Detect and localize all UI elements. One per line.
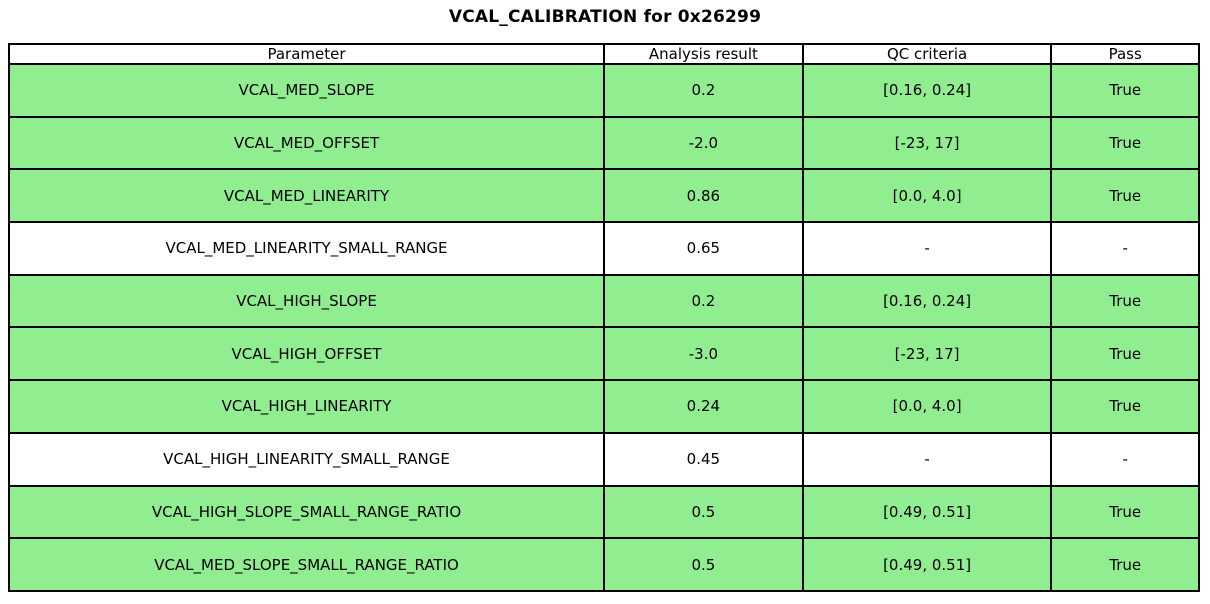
header-cell: Pass: [1050, 43, 1200, 65]
table-row: VCAL_HIGH_LINEARITY_SMALL_RANGE 0.45- -: [7, 431, 1200, 487]
table-cell: True: [1050, 379, 1200, 434]
table-cell: 0.86: [603, 168, 804, 224]
header-cell: Analysis result: [603, 43, 804, 65]
table-cell: 0.65: [603, 221, 804, 276]
table-cell: -: [801, 431, 1053, 487]
table-cell: -: [1050, 431, 1200, 487]
table-cell: VCAL_HIGH_SLOPE_SMALL_RANGE_RATIO: [7, 484, 606, 540]
table-cell: [0.16, 0.24]: [801, 273, 1053, 329]
table-cell: 0.24: [603, 379, 804, 434]
table-cell: VCAL_MED_LINEARITY: [7, 168, 606, 224]
table-cell: [-23, 17]: [801, 115, 1053, 171]
table-cell: 0.5: [603, 484, 804, 540]
table-row: VCAL_MED_SLOPE 0.2 [0.16, 0.24] True: [7, 63, 1200, 118]
page-title: VCAL_CALIBRATION for 0x26299: [448, 7, 762, 27]
table-row: VCAL_HIGH_LINEARITY 0.24 [0.0, 4.0] True: [7, 379, 1200, 434]
table-cell: True: [1050, 168, 1200, 224]
table-cell: True: [1050, 115, 1200, 171]
table-cell: VCAL_HIGH_LINEARITY: [7, 379, 606, 434]
table-cell: -: [1050, 221, 1200, 276]
table-cell: VCAL_MED_LINEARITY_SMALL_RANGE: [7, 221, 606, 276]
table-cell: [0.0, 4.0]: [801, 168, 1053, 224]
table-cell: -: [801, 221, 1053, 276]
table-cell: [0.0, 4.0]: [801, 379, 1053, 434]
table-cell: True: [1050, 326, 1200, 382]
table-cell: VCAL_MED_SLOPE: [7, 63, 606, 118]
table-cell: [0.49, 0.51]: [801, 537, 1053, 592]
table-row: VCAL_HIGH_SLOPE_SMALL_RANGE_RATIO 0.5 [0.4…: [7, 484, 1200, 540]
table-cell: -2.0: [603, 115, 804, 171]
table-cell: [0.49, 0.51]: [801, 484, 1053, 540]
table-cell: VCAL_HIGH_LINEARITY_SMALL_RANGE: [7, 431, 606, 487]
table-body: VCAL_MED_SLOPE 0.2 [0.16, 0.24] True VCAL_ME…: [7, 63, 1200, 592]
table-cell: VCAL_MED_SLOPE_SMALL_RANGE_RATIO: [7, 537, 606, 592]
table-cell: [0.16, 0.24]: [801, 63, 1053, 118]
table-cell: VCAL_HIGH_SLOPE: [7, 273, 606, 329]
table-cell: VCAL_HIGH_OFFSET: [7, 326, 606, 382]
table-cell: True: [1050, 484, 1200, 540]
qc-table: Parameter Analysis result QC criteria Pass …: [7, 43, 1200, 592]
table-row: VCAL_HIGH_OFFSET -3.0 [-23, 17] True: [7, 326, 1200, 382]
table-row: VCAL_MED_LINEARITY 0.86 [0.0, 4.0] True: [7, 168, 1200, 224]
header-cell: QC criteria: [801, 43, 1053, 65]
table-cell: 0.2: [603, 63, 804, 118]
table-cell: [-23, 17]: [801, 326, 1053, 382]
header-cell: Parameter: [7, 43, 606, 65]
table-row: VCAL_MED_OFFSET -2.0 [-23, 17] True: [7, 115, 1200, 171]
table-cell: True: [1050, 63, 1200, 118]
table-header-row: Parameter Analysis result QC criteria Pass: [7, 43, 1200, 65]
table-cell: 0.5: [603, 537, 804, 592]
table-cell: VCAL_MED_OFFSET: [7, 115, 606, 171]
table-row: VCAL_HIGH_SLOPE 0.2 [0.16, 0.24] True: [7, 273, 1200, 329]
table-cell: 0.2: [603, 273, 804, 329]
table-row: VCAL_MED_LINEARITY_SMALL_RANGE 0.65- -: [7, 221, 1200, 276]
table-cell: -3.0: [603, 326, 804, 382]
table-cell: 0.45: [603, 431, 804, 487]
table-cell: True: [1050, 537, 1200, 592]
table-row: VCAL_MED_SLOPE_SMALL_RANGE_RATIO 0.5 [0.49…: [7, 537, 1200, 592]
table-cell: True: [1050, 273, 1200, 329]
